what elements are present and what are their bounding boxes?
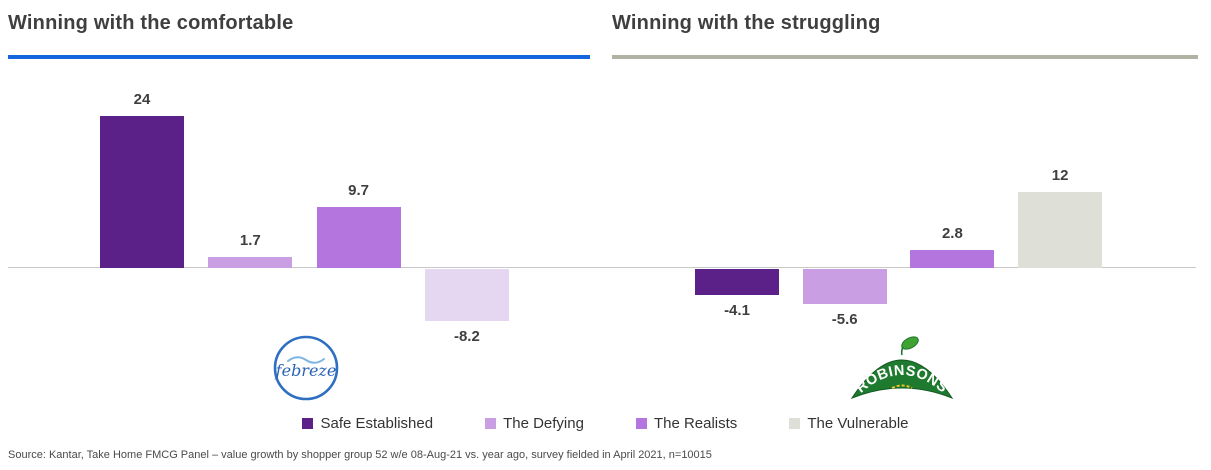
bar-value-label: 1.7 [239,232,261,250]
febreze-logo-text: febreze [275,361,337,380]
bar-the-vulnerable [424,269,509,321]
left-title-underline [8,55,590,59]
bar-the-vulnerable [1018,192,1103,268]
legend-item-the-defying: The Defying [485,415,584,432]
robinsons-arch-shape [850,359,954,400]
right-chart-plot: -4.1 -5.6 2.8 12 [653,70,1200,350]
bar-the-defying [208,257,293,268]
legend-label: The Realists [653,415,738,432]
legend-item-the-realists: The Realists [635,415,738,432]
bar-value-label: 9.7 [348,181,370,199]
bar-the-realists [316,206,401,268]
febreze-logo: febreze [273,335,339,401]
left-chart-title: Winning with the comfortable [8,12,294,34]
bar-value-label: -4.1 [724,301,750,319]
legend-swatch [635,418,647,429]
robinsons-leaf-stem [900,346,904,356]
legend-swatch [485,418,497,429]
source-note: Source: Kantar, Take Home FMCG Panel – v… [8,449,712,461]
right-title-underline [612,55,1198,59]
bar-value-label: 2.8 [941,225,963,243]
legend-label: The Vulnerable [807,415,909,432]
febreze-wave-icon [287,356,325,364]
left-chart-plot: 24 1.7 9.7 -8.2 [8,70,590,350]
legend-item-safe-established: Safe Established [302,415,433,432]
bar-the-defying [802,269,887,305]
bar-value-label: -5.6 [831,311,858,329]
bar-the-realists [910,250,995,268]
bar-value-label: 12 [1051,167,1069,185]
legend: Safe Established The Defying The Realists T… [0,415,1211,432]
right-chart-title: Winning with the struggling [612,12,881,34]
bar-value-label: -8.2 [453,327,480,345]
robinsons-logo: ROBINSONS [850,336,954,400]
legend-label: Safe Established [320,415,434,432]
legend-item-the-vulnerable: The Vulnerable [789,415,909,432]
zero-axis-line [8,267,1196,268]
legend-swatch [302,418,314,429]
bar-value-label: 24 [133,91,151,109]
bar-safe-established [695,269,779,295]
legend-label: The Defying [503,415,584,432]
bar-safe-established [100,116,184,268]
legend-swatch [789,418,801,429]
robinsons-est-marks [891,384,913,389]
febreze-logo-ring [273,335,339,401]
